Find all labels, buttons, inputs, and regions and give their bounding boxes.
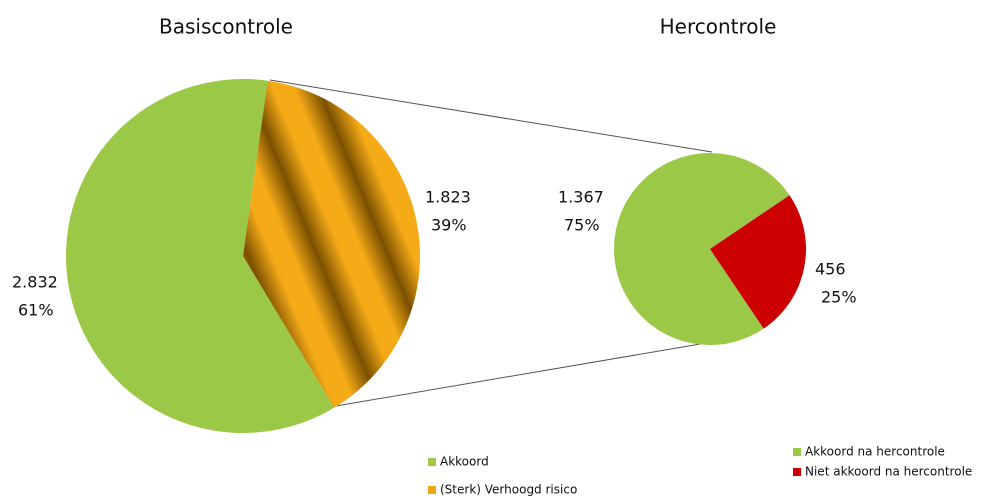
legend-swatch (793, 468, 801, 476)
value-label: 2.832 (12, 273, 58, 292)
connector-line (329, 341, 713, 408)
legend-label: (Sterk) Verhoogd risico (440, 483, 577, 497)
legend-swatch (428, 458, 436, 466)
legend-label: Niet akkoord na hercontrole (805, 465, 972, 479)
chart-title: Basiscontrole (159, 15, 293, 39)
legend-swatch (428, 486, 436, 494)
percent-label: 25% (821, 288, 857, 307)
percent-label: 61% (18, 301, 54, 320)
legend-swatch (793, 448, 801, 456)
value-label: 456 (815, 260, 846, 279)
connector-line (269, 79, 713, 153)
legend-label: Akkoord na hercontrole (805, 445, 945, 459)
pie-slice (243, 80, 420, 408)
chart-title: Hercontrole (660, 15, 777, 39)
legend-label: Akkoord (440, 455, 489, 469)
percent-label: 39% (431, 216, 467, 235)
percent-label: 75% (564, 216, 600, 235)
value-label: 1.823 (425, 188, 471, 207)
pie-slice (710, 195, 806, 329)
value-label: 1.367 (558, 188, 604, 207)
pie-slice (614, 152, 790, 345)
pie-slice (65, 78, 335, 433)
